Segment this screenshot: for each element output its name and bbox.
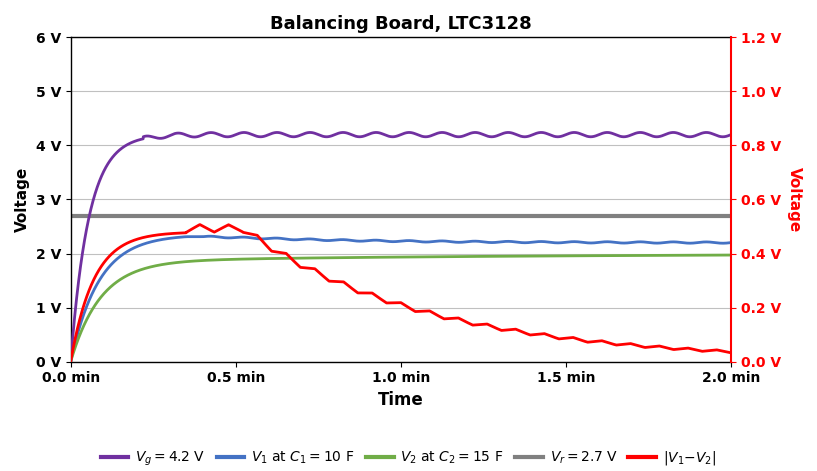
- Title: Balancing Board, LTC3128: Balancing Board, LTC3128: [270, 15, 532, 33]
- Y-axis label: Voltage: Voltage: [787, 167, 802, 232]
- Legend: $V_g = 4.2$ V, $V_1$ at $C_1 = 10$ F, $V_2$ at $C_2 = 15$ F, $V_r = 2.7$ V, $|V_: $V_g = 4.2$ V, $V_1$ at $C_1 = 10$ F, $V…: [95, 444, 722, 471]
- Y-axis label: Voltage: Voltage: [15, 167, 30, 232]
- X-axis label: Time: Time: [378, 391, 424, 409]
